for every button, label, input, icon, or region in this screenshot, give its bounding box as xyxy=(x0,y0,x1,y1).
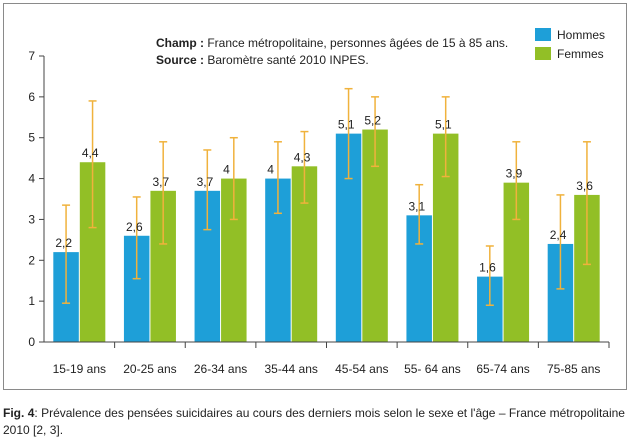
y-tick-label: 4 xyxy=(28,172,35,186)
note-champ: Champ : France métropolitaine, personnes… xyxy=(156,36,508,50)
y-tick-label: 6 xyxy=(28,90,35,104)
value-label-hommes: 2,4 xyxy=(550,228,567,242)
value-label-hommes: 4 xyxy=(267,163,274,177)
value-label-hommes: 3,1 xyxy=(408,199,425,213)
value-label-femmes: 5,2 xyxy=(364,114,381,128)
legend: Hommes Femmes xyxy=(535,28,605,61)
value-label-femmes: 4 xyxy=(223,163,230,177)
value-labels-layer: 2,2 4,4 2,6 3,7 3,7 4 4 4,3 5,1 5,2 3,1 5,1 1,6 3,9 2,… xyxy=(55,114,593,275)
figure-caption: Fig. 4: Prévalence des pensées suicidair… xyxy=(3,405,625,439)
y-tick-label: 3 xyxy=(28,212,35,226)
y-tick-label: 5 xyxy=(28,131,35,145)
bar-chart: Champ : France métropolitaine, personnes… xyxy=(28,28,610,376)
value-label-hommes: 2,6 xyxy=(126,220,143,234)
note-champ-text: France métropolitaine, personnes âgées d… xyxy=(204,36,508,50)
x-tick-label: 75-85 ans xyxy=(547,362,600,376)
value-label-femmes: 3,7 xyxy=(152,175,169,189)
value-label-hommes: 5,1 xyxy=(338,118,355,132)
caption-label: Fig. 4 xyxy=(3,406,35,420)
x-tick-label: 65-74 ans xyxy=(476,362,529,376)
legend-swatch-hommes xyxy=(535,28,551,41)
legend-label-femmes: Femmes xyxy=(557,47,604,61)
x-tick-label: 26-34 ans xyxy=(194,362,247,376)
y-tick-label: 0 xyxy=(28,335,35,349)
value-label-hommes: 2,2 xyxy=(55,236,72,250)
note-source: Source : Baromètre santé 2010 INPES. xyxy=(156,53,369,67)
x-tick-label: 45-54 ans xyxy=(335,362,388,376)
value-label-femmes: 3,9 xyxy=(506,167,523,181)
y-tick-label: 1 xyxy=(28,294,35,308)
legend-label-hommes: Hommes xyxy=(557,28,605,42)
x-axis: 15-19 ans 20-25 ans 26-34 ans 35-44 ans 45-5… xyxy=(44,341,610,376)
value-label-hommes: 1,6 xyxy=(479,261,496,275)
x-tick-label: 15-19 ans xyxy=(53,362,106,376)
value-label-femmes: 4,3 xyxy=(294,150,311,164)
value-label-femmes: 4,4 xyxy=(82,146,99,160)
note-source-label: Source : xyxy=(156,53,204,67)
y-axis: 0 1 2 3 4 5 6 7 xyxy=(28,49,45,349)
x-tick-label: 20-25 ans xyxy=(123,362,176,376)
y-tick-label: 2 xyxy=(28,253,35,267)
caption-text: : Prévalence des pensées suicidaires au … xyxy=(3,406,625,437)
x-tick-label: 55- 64 ans xyxy=(404,362,461,376)
value-label-hommes: 3,7 xyxy=(197,175,214,189)
error-bars-layer xyxy=(62,87,591,306)
value-label-femmes: 3,6 xyxy=(576,179,593,193)
legend-swatch-femmes xyxy=(535,47,551,60)
note-champ-label: Champ : xyxy=(156,36,204,50)
bars-layer xyxy=(53,129,600,342)
note-source-text: Baromètre santé 2010 INPES. xyxy=(204,53,369,67)
y-tick-label: 7 xyxy=(28,49,35,63)
x-tick-label: 35-44 ans xyxy=(265,362,318,376)
chart-panel: Champ : France métropolitaine, personnes… xyxy=(3,3,627,390)
value-label-femmes: 5,1 xyxy=(435,118,452,132)
